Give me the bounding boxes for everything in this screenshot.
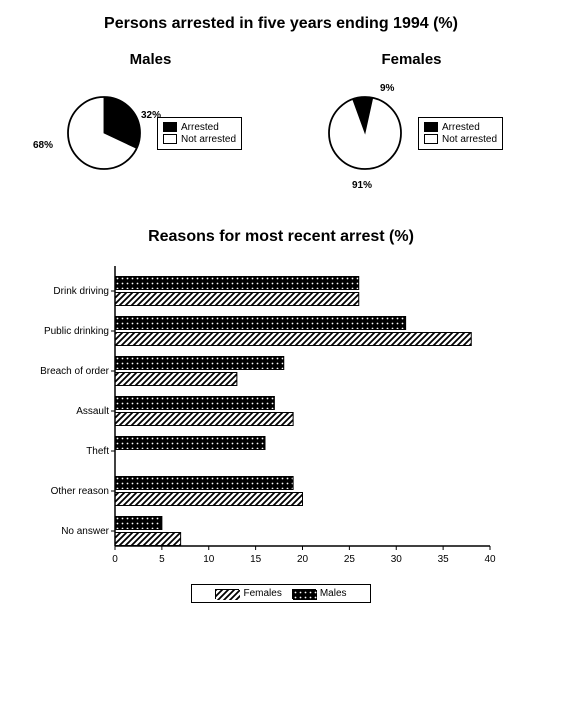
svg-text:Breach of order: Breach of order	[40, 366, 110, 377]
legend-notarrested-label: Not arrested	[442, 134, 497, 145]
pct-notarrested-females: 91%	[352, 180, 372, 191]
svg-text:5: 5	[159, 554, 165, 565]
pie-row: Males 32% 68% Arrested Not arrested Fema…	[20, 51, 542, 178]
swatch-black-icon	[163, 122, 177, 132]
swatch-white-icon	[163, 134, 177, 144]
svg-text:40: 40	[484, 554, 496, 565]
pie-chart-females	[320, 88, 410, 178]
legend-arrested-label: Arrested	[442, 122, 480, 133]
pie-area-females: 9% 91% Arrested Not arrested	[320, 88, 503, 178]
main-title: Persons arrested in five years ending 19…	[20, 15, 542, 33]
legend-notarrested-label: Not arrested	[181, 134, 236, 145]
pie-block-males: Males 32% 68% Arrested Not arrested	[20, 51, 281, 178]
pie-legend-males: Arrested Not arrested	[157, 117, 242, 150]
pie-block-females: Females 9% 91% Arrested Not arrested	[281, 51, 542, 178]
legend-arrested: Arrested	[424, 122, 497, 133]
legend-males: Males	[292, 588, 347, 599]
svg-text:Other reason: Other reason	[51, 486, 109, 497]
legend-females-label: Females	[243, 588, 281, 599]
svg-text:20: 20	[297, 554, 309, 565]
svg-text:30: 30	[391, 554, 403, 565]
swatch-white-icon	[424, 134, 438, 144]
svg-text:15: 15	[250, 554, 262, 565]
legend-arrested-label: Arrested	[181, 122, 219, 133]
legend-notarrested: Not arrested	[424, 134, 497, 145]
pie-chart-males	[59, 88, 149, 178]
svg-text:35: 35	[438, 554, 450, 565]
bar-title: Reasons for most recent arrest (%)	[20, 228, 542, 246]
pie-label-males: Males	[130, 51, 172, 68]
pie-area-males: 32% 68% Arrested Not arrested	[59, 88, 242, 178]
pct-arrested-males: 32%	[141, 110, 161, 121]
legend-males-swatch-icon	[292, 589, 316, 599]
legend-females-swatch-icon	[215, 589, 239, 599]
svg-text:Theft: Theft	[86, 446, 109, 457]
svg-text:Public drinking: Public drinking	[44, 326, 109, 337]
bar-chart: 0 5 10 15 20 25 30 35 40 Drink driving Public drin…	[20, 261, 500, 571]
svg-text:25: 25	[344, 554, 356, 565]
legend-arrested: Arrested	[163, 122, 236, 133]
pie-legend-females: Arrested Not arrested	[418, 117, 503, 150]
bar-legend: Females Males	[191, 584, 371, 603]
svg-text:Drink driving: Drink driving	[53, 286, 109, 297]
legend-notarrested: Not arrested	[163, 134, 236, 145]
legend-females: Females	[215, 588, 281, 599]
svg-text:0: 0	[112, 554, 118, 565]
svg-text:No answer: No answer	[61, 526, 109, 537]
svg-text:10: 10	[203, 554, 215, 565]
pct-arrested-females: 9%	[380, 83, 394, 94]
svg-text:Assault: Assault	[76, 406, 109, 417]
pct-notarrested-males: 68%	[33, 140, 53, 151]
swatch-black-icon	[424, 122, 438, 132]
pie-label-females: Females	[381, 51, 441, 68]
legend-males-label: Males	[320, 588, 347, 599]
